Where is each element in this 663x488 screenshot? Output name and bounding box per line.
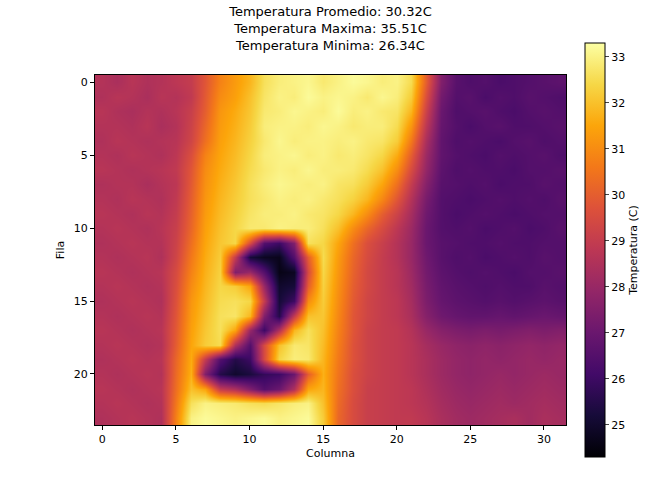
svg-text:0: 0 — [81, 76, 88, 89]
svg-text:Temperatura Promedio: 30.32CTe: Temperatura Promedio: 30.32CTemperatura … — [228, 4, 432, 53]
svg-text:15: 15 — [316, 433, 330, 446]
svg-text:28: 28 — [611, 281, 625, 294]
svg-text:32: 32 — [611, 97, 625, 110]
svg-text:Columna: Columna — [306, 447, 355, 460]
svg-text:25: 25 — [463, 433, 477, 446]
svg-text:20: 20 — [390, 433, 404, 446]
svg-text:10: 10 — [74, 222, 88, 235]
svg-text:26: 26 — [611, 373, 625, 386]
svg-text:31: 31 — [611, 143, 625, 156]
svg-text:30: 30 — [537, 433, 551, 446]
svg-text:5: 5 — [81, 149, 88, 162]
svg-text:29: 29 — [611, 235, 625, 248]
svg-text:Fila: Fila — [54, 241, 67, 259]
svg-text:33: 33 — [611, 51, 625, 64]
svg-text:20: 20 — [74, 368, 88, 381]
svg-text:0: 0 — [99, 433, 106, 446]
svg-text:10: 10 — [243, 433, 257, 446]
svg-text:27: 27 — [611, 327, 625, 340]
svg-text:30: 30 — [611, 189, 625, 202]
svg-text:Temperatura (C): Temperatura (C) — [627, 205, 640, 296]
svg-text:5: 5 — [172, 433, 179, 446]
svg-text:15: 15 — [74, 295, 88, 308]
svg-text:25: 25 — [611, 419, 625, 432]
